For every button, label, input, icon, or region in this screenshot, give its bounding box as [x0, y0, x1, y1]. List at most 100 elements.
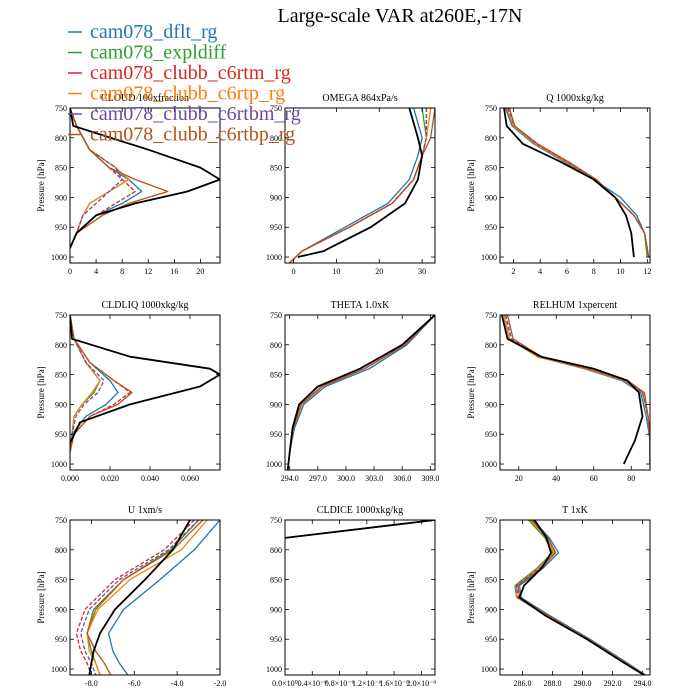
y-tick-label: 850: [485, 576, 497, 585]
y-tick-label: 750: [485, 516, 497, 525]
y-tick-label: 900: [55, 400, 67, 409]
series-line: [285, 520, 435, 539]
x-tick-label: 309.0: [421, 474, 439, 483]
panel-5: RELHUM 1xpercent 750 800 850 900 950 1000 20 40 6…: [466, 300, 651, 483]
y-tick-label: 900: [270, 400, 282, 409]
y-tick-label: 850: [485, 164, 497, 173]
x-tick-label: 12: [144, 267, 152, 276]
series-line: [288, 108, 432, 263]
series-line: [288, 108, 428, 263]
y-tick-label: 850: [270, 576, 282, 585]
legend-item: cam078_clubb_c6rtp_rg: [90, 83, 285, 105]
legend-item: cam078_clubb_c6rtbp_rg: [90, 124, 295, 146]
series-line: [70, 315, 131, 453]
y-tick-label: 950: [270, 430, 282, 439]
y-tick-label: 900: [485, 400, 497, 409]
y-tick-label: 750: [55, 516, 67, 525]
y-tick-label: 1000: [266, 460, 282, 469]
legend-item: cam078_dflt_rg: [90, 21, 217, 43]
y-tick-label: 950: [55, 430, 67, 439]
y-tick-label: 850: [270, 164, 282, 173]
series-line: [503, 315, 650, 464]
x-tick-label: 0.060: [181, 474, 199, 483]
series-line: [288, 108, 423, 263]
figure-title: Large-scale VAR at260E,-17N: [278, 5, 523, 27]
x-tick-label: 0.040: [141, 474, 159, 483]
series-group: [501, 315, 650, 465]
y-tick-label: 900: [55, 193, 67, 202]
y-tick-label: 1000: [481, 665, 497, 674]
series-line: [107, 520, 220, 675]
series-line: [80, 520, 200, 675]
y-axis-label: Pressure [hPa]: [36, 366, 46, 418]
y-tick-label: 750: [270, 516, 282, 525]
panel-title: RELHUM 1xpercent: [533, 300, 617, 311]
y-tick-label: 800: [485, 134, 497, 143]
series-line: [518, 520, 645, 675]
series-line: [507, 108, 650, 258]
panel-title: T 1xK: [562, 505, 588, 516]
y-tick-label: 950: [55, 635, 67, 644]
x-tick-label: 297.0: [309, 474, 327, 483]
x-tick-label: 0: [292, 267, 296, 276]
panel-title: Q 1000xkg/kg: [546, 93, 604, 104]
y-tick-label: 850: [270, 371, 282, 380]
plot-frame: [499, 519, 651, 676]
x-tick-label: 6: [565, 267, 569, 276]
series-line: [297, 108, 424, 258]
x-tick-label: 12: [643, 267, 651, 276]
plot-frame: [69, 519, 221, 676]
panel-1: OMEGA 864xPa/s 750 800 850 900 950 1000 0 10 20 30: [266, 93, 436, 276]
y-axis-label: Pressure [hPa]: [466, 366, 476, 418]
series-line: [517, 520, 646, 675]
x-tick-label: 20: [196, 267, 204, 276]
series-group: [286, 315, 435, 470]
x-tick-label: 40: [552, 474, 560, 483]
panel-6: U 1xm/s 750 800 850 900 950 1000 -8.0 -6.0 -4.0 -2…: [36, 505, 226, 688]
series-line: [88, 520, 191, 675]
x-tick-label: -2.0: [214, 679, 227, 688]
series-line: [86, 520, 204, 675]
panel-4: THETA 1.0xK 750 800 850 900 950 1000 294.0 297.0…: [266, 300, 439, 483]
x-tick-label: 1.6×10⁻⁹: [379, 679, 409, 688]
panel-title: U 1xm/s: [128, 505, 162, 516]
y-tick-label: 950: [55, 223, 67, 232]
series-line: [503, 315, 650, 464]
y-tick-label: 900: [270, 605, 282, 614]
y-tick-label: 750: [270, 311, 282, 320]
x-tick-label: 8: [592, 267, 596, 276]
x-tick-label: 2: [511, 267, 515, 276]
x-tick-label: 4: [538, 267, 542, 276]
x-tick-label: -4.0: [171, 679, 184, 688]
x-tick-label: 292.0: [604, 679, 622, 688]
x-tick-label: 10: [617, 267, 625, 276]
x-tick-label: 303.0: [365, 474, 383, 483]
y-tick-label: 1000: [481, 460, 497, 469]
series-line: [515, 520, 646, 675]
panel-3: CLDLIQ 1000xkg/kg 750 800 850 900 950 1000 0.00…: [36, 300, 221, 483]
x-tick-label: 0.4×10⁻⁹: [298, 679, 328, 688]
series-group: [285, 520, 435, 539]
y-tick-label: 800: [485, 546, 497, 555]
y-tick-label: 800: [55, 134, 67, 143]
y-tick-label: 800: [270, 341, 282, 350]
plot-frame: [284, 314, 436, 471]
y-tick-label: 900: [485, 605, 497, 614]
x-tick-label: 286.0: [514, 679, 532, 688]
legend-item: cam078_clubb_c6rtm_rg: [90, 62, 291, 84]
series-line: [70, 315, 220, 444]
series-line: [86, 520, 208, 675]
panel-7: CLDICE 1000xkg/kg 750 800 850 900 950 1000 0.0×…: [266, 505, 436, 688]
y-axis-label: Pressure [hPa]: [466, 571, 476, 623]
series-line: [501, 315, 644, 465]
series-line: [506, 108, 648, 258]
x-tick-label: 1.2×10⁻⁹: [352, 679, 382, 688]
x-tick-label: 30: [418, 267, 426, 276]
y-tick-label: 800: [55, 341, 67, 350]
series-line: [507, 108, 650, 258]
x-tick-label: 4: [94, 267, 98, 276]
series-line: [506, 108, 650, 258]
y-tick-label: 950: [485, 635, 497, 644]
